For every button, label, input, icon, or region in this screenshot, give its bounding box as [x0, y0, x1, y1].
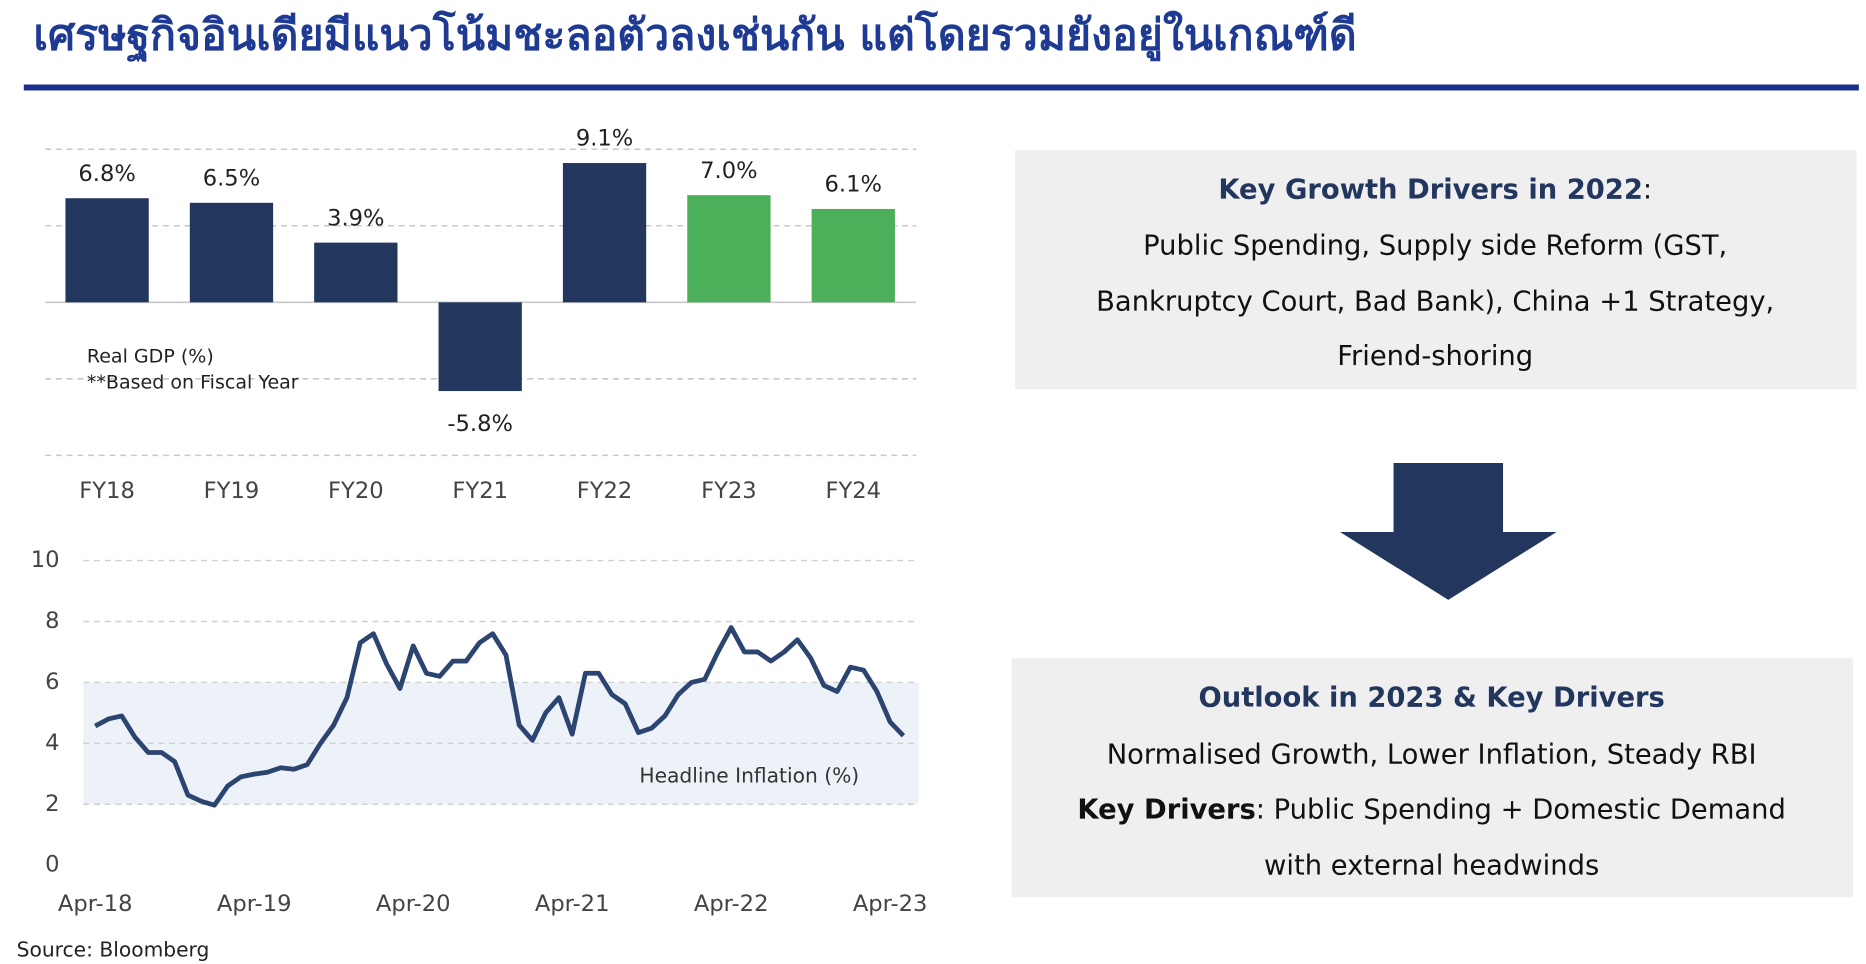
x-tick-label: FY21 — [452, 478, 508, 504]
bar — [562, 163, 647, 303]
data-label: 7.0% — [700, 158, 757, 184]
bar — [189, 202, 274, 303]
text-run: Bankruptcy Court, Bad Bank), China +1 St… — [1096, 286, 1774, 317]
box-bg — [1015, 149, 1857, 390]
x-tick-label: FY18 — [79, 478, 135, 504]
box-line: Key Growth Drivers in 2022: — [1218, 174, 1652, 205]
text-run: : Public Spending + Domestic Demand — [1256, 794, 1786, 825]
text-run: Public Spending, Supply side Reform (GST… — [1143, 230, 1727, 261]
x-tick-label: FY19 — [204, 478, 260, 504]
down-arrow — [1339, 462, 1557, 600]
box-bg — [1011, 658, 1853, 898]
text-run: : — [1643, 174, 1652, 205]
box-line: Outlook in 2023 & Key Drivers — [1198, 682, 1664, 713]
box-line: Public Spending, Supply side Reform (GST… — [1143, 230, 1727, 261]
box-line: Key Drivers: Public Spending + Domestic … — [1077, 794, 1786, 825]
y-tick-label: 8 — [45, 608, 59, 634]
bar — [314, 242, 398, 303]
text-run: Key Growth Drivers in 2022 — [1218, 174, 1643, 205]
y-tick-label: 10 — [31, 547, 60, 573]
annotation: Real GDP (%) — [87, 346, 214, 368]
box-line: Normalised Growth, Lower Inflation, Stea… — [1107, 739, 1757, 770]
y-tick-label: 0 — [45, 852, 59, 878]
title-rule — [23, 84, 1859, 91]
x-tick-label: Apr-22 — [694, 891, 769, 917]
box-line: Friend-shoring — [1337, 341, 1533, 372]
x-tick-label: FY22 — [577, 478, 633, 504]
data-label: 6.8% — [78, 161, 135, 187]
text-run: with external headwinds — [1264, 850, 1599, 881]
data-label: 3.9% — [327, 205, 384, 231]
text-run: Key Drivers — [1077, 794, 1255, 825]
annotation: **Based on Fiscal Year — [87, 372, 299, 394]
x-tick-label: Apr-23 — [853, 891, 928, 917]
bar — [438, 302, 522, 392]
x-tick-label: FY24 — [825, 478, 881, 504]
data-label: 6.5% — [203, 166, 260, 192]
box-line: with external headwinds — [1264, 850, 1599, 881]
x-tick-label: Apr-18 — [58, 891, 133, 917]
annotation: Headline Inflation (%) — [639, 764, 859, 788]
source: Source: Bloomberg — [17, 937, 210, 961]
line — [94, 625, 906, 808]
x-tick-label: FY23 — [701, 478, 757, 504]
x-tick-label: Apr-20 — [376, 891, 451, 917]
box-line: Bankruptcy Court, Bad Bank), China +1 St… — [1096, 286, 1774, 317]
y-tick-label: 2 — [45, 791, 59, 817]
slide-title: เศรษฐกิจอินเดียมีแนวโน้มชะลอตัวลงเช่นกัน… — [33, 9, 1356, 63]
text-run: Normalised Growth, Lower Inflation, Stea… — [1107, 739, 1757, 770]
data-label: -5.8% — [447, 411, 513, 437]
bar — [65, 198, 149, 303]
bar — [811, 208, 895, 303]
x-tick-label: Apr-19 — [217, 891, 292, 917]
y-tick-label: 6 — [45, 669, 59, 695]
text-run: Friend-shoring — [1337, 341, 1533, 372]
text-run: Outlook in 2023 & Key Drivers — [1198, 682, 1664, 713]
y-tick-label: 4 — [45, 730, 59, 756]
data-label: 6.1% — [825, 172, 882, 198]
x-tick-label: FY20 — [328, 478, 384, 504]
bar — [687, 195, 771, 303]
x-tick-label: Apr-21 — [535, 891, 610, 917]
data-label: 9.1% — [576, 126, 633, 152]
